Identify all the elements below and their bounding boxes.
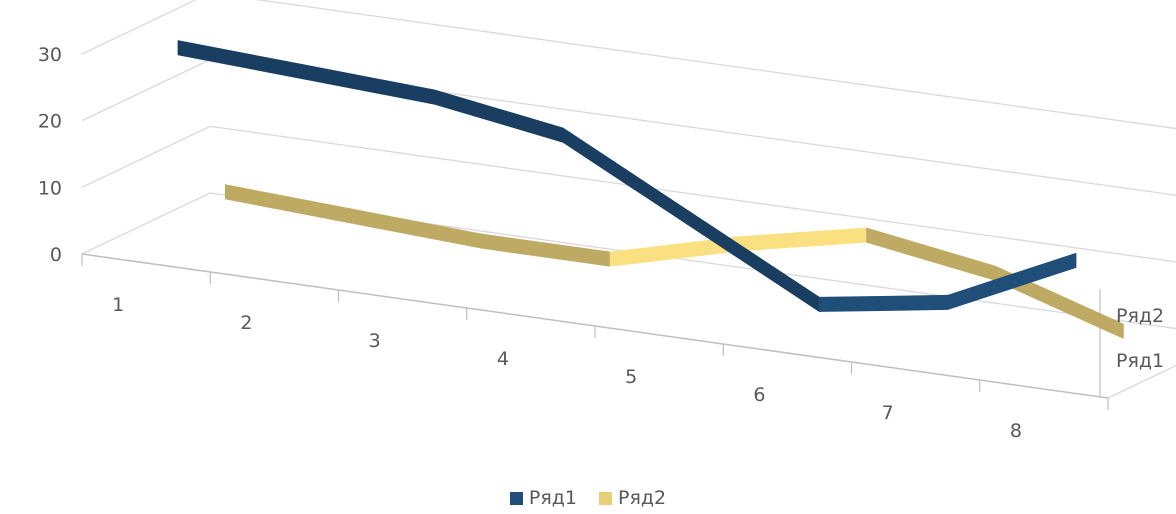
series-2-segment <box>224 184 355 225</box>
depth-tick-label: Ряд2 <box>1116 305 1164 327</box>
x-tick-label: 8 <box>1010 420 1022 442</box>
series-1-segment <box>434 89 564 143</box>
x-tick-label: 4 <box>497 348 509 370</box>
depth-axis-ticks: Ряд2 Ряд1 <box>1116 305 1164 372</box>
x-tick-label: 5 <box>625 366 637 388</box>
legend: Ряд1 Ряд2 <box>0 484 1176 512</box>
series-layer <box>177 40 1124 339</box>
y-tick-label: 30 <box>38 44 62 66</box>
back-wall-gridline <box>209 125 1176 263</box>
series-2-segment <box>994 265 1124 339</box>
side-wall-gridline <box>81 59 211 122</box>
series-1-segment <box>562 127 692 228</box>
y-tick-label: 10 <box>38 177 62 199</box>
series-1-segment <box>690 212 820 312</box>
depth-tick-label: Ряд1 <box>1116 350 1164 372</box>
y-axis-ticks: 0 10 20 30 <box>38 44 62 266</box>
series-1-segment <box>818 294 949 312</box>
back-wall-gridline <box>255 0 1176 130</box>
side-wall-gridline <box>81 192 211 255</box>
legend-swatch-series-1 <box>509 491 523 505</box>
legend-label-series-1: Ряд1 <box>528 487 577 509</box>
series-1-segment <box>177 40 307 80</box>
side-wall-gridline <box>81 0 197 55</box>
x-tick-label: 3 <box>369 330 381 352</box>
legend-item-series-2: Ряд2 <box>599 487 666 509</box>
legend-item-series-1: Ряд1 <box>509 487 577 509</box>
series-ribbon-2 <box>224 184 1124 339</box>
series-2-segment <box>866 227 996 281</box>
x-axis-ticks: 1 2 3 4 5 6 7 8 <box>112 294 1022 442</box>
x-tick-label: 6 <box>753 384 765 406</box>
side-wall-gridline <box>81 125 211 188</box>
axes <box>81 253 1109 410</box>
series-2-segment <box>737 227 868 252</box>
y-tick-label: 0 <box>50 244 62 266</box>
series-1-segment <box>947 252 1077 310</box>
series-ribbon-1 <box>177 40 1077 312</box>
series-2-segment <box>481 233 611 267</box>
legend-label-series-2: Ряд2 <box>618 487 667 509</box>
floor-right-edge <box>1107 364 1176 399</box>
x-tick-label: 2 <box>240 312 252 334</box>
legend-swatch-series-2 <box>599 491 612 505</box>
series-1-segment <box>305 64 436 105</box>
line-chart-3d: 0 10 20 30 1 2 3 4 5 6 7 8 Ряд2 Ряд1 <box>38 0 1176 442</box>
x-tick-label: 1 <box>112 294 124 316</box>
y-tick-label: 20 <box>38 111 62 133</box>
x-tick-label: 7 <box>882 402 894 424</box>
